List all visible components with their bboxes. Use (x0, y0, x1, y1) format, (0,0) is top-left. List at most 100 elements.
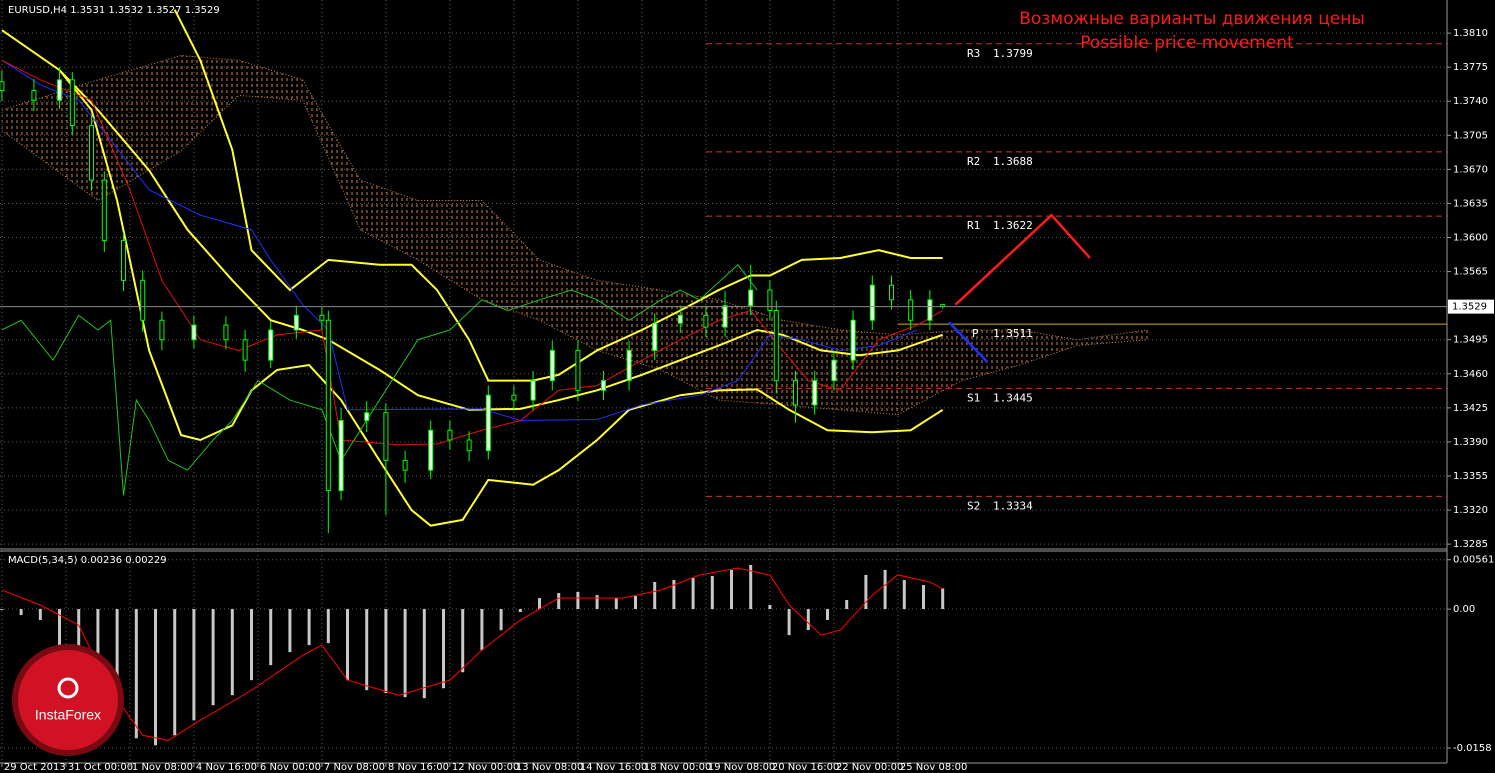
candle-body (466, 439, 472, 452)
logo-disc (18, 650, 118, 750)
macd-bar (902, 580, 906, 610)
indicator-line (58, 69, 944, 527)
candle-body (869, 284, 875, 321)
macd-bar (134, 609, 138, 739)
candle-body (89, 125, 95, 181)
x-tick-label: 7 Nov 08:00 (324, 762, 385, 773)
candle-body (530, 380, 536, 401)
candle-body (338, 420, 344, 492)
candle-body (773, 310, 779, 382)
candle-body (748, 289, 754, 307)
level-name: P (972, 327, 979, 340)
chart-title: Возможные варианты движения цены (1019, 9, 1365, 29)
candle-body (888, 284, 894, 301)
ichimoku-cloud (1, 55, 1148, 415)
candle-body (57, 79, 63, 101)
macd-bar (307, 609, 311, 646)
y-tick-label: 1.3495 (1453, 335, 1488, 346)
level-value: 1.3688 (993, 155, 1033, 168)
indicator-line (1, 264, 758, 496)
macd-bar (38, 609, 42, 621)
macd-bar (442, 609, 446, 689)
x-tick-label: 4 Nov 16:00 (196, 762, 257, 773)
y-tick-label: 0.00 (1453, 604, 1475, 615)
candle-body (812, 380, 818, 406)
level-value: 1.3622 (993, 219, 1033, 232)
candle-body (908, 299, 914, 321)
candle-body (140, 279, 146, 321)
macd-bar (806, 609, 810, 631)
level-value: 1.3334 (993, 499, 1033, 512)
current-price-label: 1.3529 (1452, 302, 1487, 313)
macd-bar (422, 609, 426, 699)
candle-body (242, 339, 248, 361)
macd-bar (749, 564, 753, 610)
candle-body (549, 349, 555, 382)
macd-bar (346, 609, 350, 681)
macd-bar (173, 609, 177, 736)
candle-body (703, 314, 709, 328)
macd-bar (0, 609, 4, 611)
macd-bar (634, 596, 638, 610)
candle-body (293, 314, 299, 331)
y-tick-label: 1.3460 (1453, 369, 1488, 380)
level-name: S1 (967, 391, 980, 404)
macd-bar (845, 599, 849, 610)
y-tick-label: 1.3320 (1453, 505, 1488, 516)
y-tick-label: 1.3740 (1453, 96, 1488, 107)
x-tick-label: 14 Nov 16:00 (580, 762, 647, 773)
candle-body (101, 179, 107, 241)
macd-bar (595, 595, 599, 610)
candle-body (325, 319, 331, 492)
plot-layer: R3 1.3799 R2 1.3688 R1 1.3622 P 1.3511 S1 1.3445 S… (0, 0, 1447, 763)
symbol-header: EURUSD,H4 1.3531 1.3532 1.3527 1.3529 (8, 5, 220, 16)
level-value: 1.3511 (993, 327, 1033, 340)
macd-bar (941, 588, 945, 610)
x-tick-label: 6 Nov 00:00 (260, 762, 321, 773)
macd-bar (211, 609, 215, 706)
macd-bar (77, 609, 81, 671)
macd-bar (269, 609, 273, 666)
macd-bar (19, 609, 23, 616)
macd-bar (557, 593, 561, 610)
macd-bar (710, 575, 714, 610)
macd-bar (480, 609, 484, 651)
candle-body (31, 90, 37, 101)
y-tick-label: 1.3285 (1453, 539, 1488, 550)
y-tick-label: 1.3705 (1453, 130, 1488, 141)
indicator-line (1, 59, 943, 446)
y-tick-label: 1.3390 (1453, 437, 1488, 448)
macd-bar (461, 609, 465, 673)
y-tick-label: 1.3670 (1453, 164, 1488, 175)
x-tick-label: 25 Nov 08:00 (900, 762, 967, 773)
y-tick-label: -0.0158 (1453, 743, 1492, 754)
y-tick-label: 1.3810 (1453, 28, 1488, 39)
candle-body (601, 380, 607, 391)
candle-body (191, 324, 197, 341)
candle-body (121, 239, 127, 281)
candle-body (767, 289, 773, 312)
macd-bar (653, 581, 657, 610)
macd-bar (614, 597, 618, 610)
chart-subtitle: Possible price movement (1080, 33, 1294, 53)
forecast-line (954, 213, 1091, 306)
macd-bar (250, 609, 254, 681)
logo: InstaForex (12, 644, 124, 756)
candle-body (575, 349, 581, 391)
candle-body (223, 324, 229, 341)
candle-body (268, 329, 274, 361)
macd-bar (729, 570, 733, 610)
x-tick-label: 13 Nov 08:00 (516, 762, 583, 773)
macd-bar (384, 609, 388, 694)
x-tick-label: 20 Nov 16:00 (772, 762, 839, 773)
candle-body (364, 412, 370, 422)
macd-bar (403, 609, 407, 698)
macd-bar (576, 591, 580, 610)
candle-body (0, 81, 5, 92)
y-tick-label: 1.3600 (1453, 233, 1488, 244)
macd-bar (115, 609, 119, 721)
x-tick-label: 22 Nov 00:00 (836, 762, 903, 773)
macd-bar (672, 580, 676, 610)
candle-body (447, 429, 453, 441)
